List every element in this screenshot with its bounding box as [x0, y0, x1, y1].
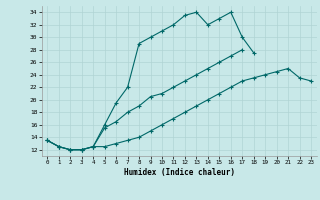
X-axis label: Humidex (Indice chaleur): Humidex (Indice chaleur): [124, 168, 235, 177]
